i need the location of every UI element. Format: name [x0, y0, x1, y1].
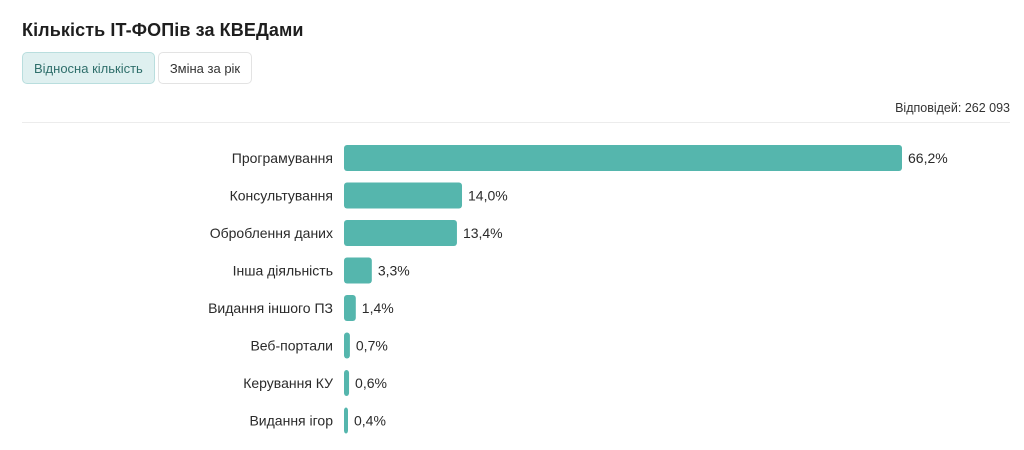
bar[interactable] [344, 370, 350, 396]
bar[interactable] [344, 332, 350, 359]
view-tabs: Відносна кількість Зміна за рік [22, 52, 253, 84]
category-label: Консультування [230, 188, 333, 204]
category-label: Інша діяльність [233, 263, 333, 279]
value-label: 66,2% [908, 150, 948, 166]
category-label: Оброблення даних [210, 225, 333, 241]
value-label: 0,6% [355, 375, 387, 391]
category-label: Керування КУ [243, 375, 333, 391]
category-label: Видання ігор [249, 413, 333, 429]
value-label: 0,4% [354, 413, 386, 429]
responses-count: Відповідей: 262 093 [895, 101, 1010, 115]
bar[interactable] [344, 257, 372, 284]
value-label: 3,3% [378, 263, 410, 279]
category-label: Програмування [232, 150, 333, 166]
bar[interactable] [344, 407, 348, 434]
category-label: Веб-портали [250, 338, 333, 354]
chart-title: Кількість IT-ФОПів за КВЕДами [22, 20, 304, 40]
category-label: Видання іншого ПЗ [208, 300, 333, 316]
value-label: 13,4% [463, 225, 503, 241]
value-label: 1,4% [362, 300, 394, 316]
tab-yearly-change[interactable]: Зміна за рік [157, 52, 253, 84]
bar-chart: Програмування 66,2% Консультування 14,0% Обр… [208, 145, 948, 434]
tab-relative-count[interactable]: Відносна кількість [22, 52, 155, 84]
value-label: 14,0% [468, 188, 508, 204]
bar[interactable] [344, 182, 463, 209]
bar[interactable] [344, 145, 902, 171]
divider [22, 122, 1010, 123]
value-label: 0,7% [356, 338, 388, 354]
bar[interactable] [344, 295, 356, 321]
bar[interactable] [344, 220, 457, 246]
